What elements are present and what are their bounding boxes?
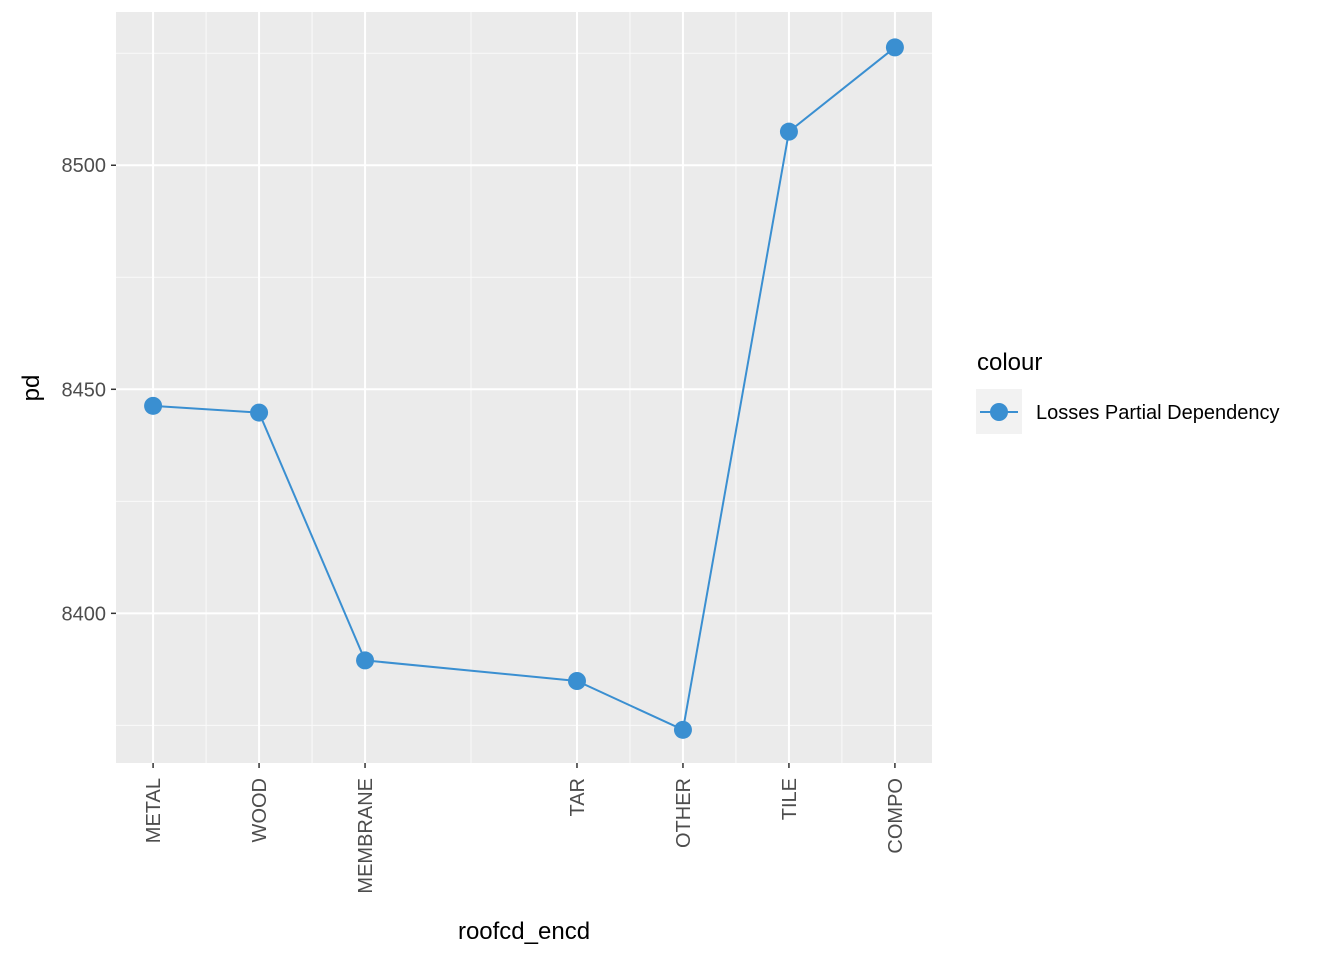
x-axis: METAL WOOD MEMBRANE TAR OTHER TILE COMPO [143,763,907,894]
data-point [250,403,269,422]
data-point [779,122,798,141]
data-point [885,38,904,57]
data-point [356,651,375,670]
x-tick-label: OTHER [673,778,695,848]
y-tick-label: 8400 [62,603,107,625]
data-point [673,720,692,739]
y-tick-label: 8500 [62,155,107,177]
legend: colour Losses Partial Dependency [976,349,1279,434]
x-tick-label: TILE [779,778,801,820]
y-axis: 8400 8450 8500 [62,155,116,625]
legend-label: Losses Partial Dependency [1036,402,1279,424]
x-tick-label: METAL [143,778,165,843]
series-points [144,38,904,739]
legend-title: colour [977,349,1042,376]
x-axis-title: roofcd_encd [458,918,590,945]
y-axis-title: pd [18,375,45,402]
x-tick-label: WOOD [249,778,271,842]
y-tick-label: 8450 [62,379,107,401]
legend-key-point [990,403,1008,421]
data-point [144,396,163,415]
x-tick-label: MEMBRANE [355,778,377,894]
plot-panel [116,12,932,763]
data-point [567,671,586,690]
minor-grid [116,12,932,763]
x-tick-label: TAR [567,778,589,817]
x-tick-label: COMPO [885,778,907,854]
